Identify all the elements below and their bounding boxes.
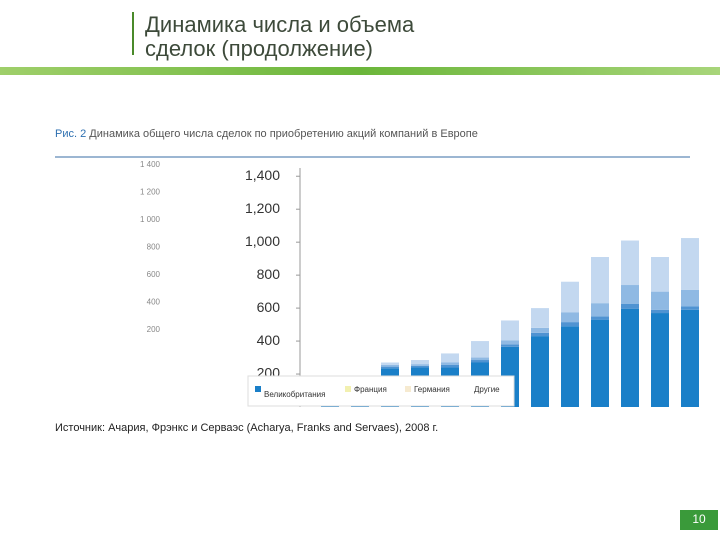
bar-segment xyxy=(651,313,669,407)
page-number: 10 xyxy=(692,512,706,526)
legend-swatch xyxy=(255,386,261,392)
overlay-label: 200 xyxy=(147,325,161,334)
bar-segment xyxy=(621,308,639,407)
overlay-label: 600 xyxy=(147,270,161,279)
overlay-label: 1 200 xyxy=(140,188,161,197)
header-band xyxy=(0,67,720,75)
bar-segment xyxy=(561,322,579,327)
bar-segment xyxy=(591,257,609,304)
legend-swatch xyxy=(465,386,471,392)
bar-segment xyxy=(531,332,549,337)
slide-title: сделок (продолжение) xyxy=(145,36,373,61)
bar-segment xyxy=(411,365,429,368)
bar-segment xyxy=(411,364,429,366)
bar-segment xyxy=(561,312,579,323)
legend-swatch xyxy=(405,386,411,392)
legend-label: Другие xyxy=(474,385,500,394)
y-tick-label: 800 xyxy=(257,266,281,282)
bar-segment xyxy=(471,357,489,361)
bar-segment xyxy=(441,353,459,363)
bar-segment xyxy=(561,281,579,313)
bar-segment xyxy=(591,319,609,407)
source: Источник: Ачария, Фрэнкс и Серваэс (Acha… xyxy=(55,422,438,434)
caption: Рис. 2 Динамика общего числа сделок по п… xyxy=(55,128,478,140)
page-box xyxy=(680,510,718,530)
bar-segment xyxy=(681,309,699,407)
bar-segment xyxy=(411,360,429,365)
bar-segment xyxy=(681,289,699,307)
bar-segment xyxy=(621,240,639,286)
bar-segment xyxy=(441,364,459,368)
bar-segment xyxy=(441,362,459,365)
bar-segment xyxy=(531,308,549,328)
bar-segment xyxy=(501,320,519,341)
bar-segment xyxy=(591,303,609,317)
legend-swatch xyxy=(345,386,351,392)
overlay-label: 1 400 xyxy=(140,160,161,169)
y-tick-label: 600 xyxy=(257,299,281,315)
bar-segment xyxy=(381,364,399,367)
overlay-label: 1 000 xyxy=(140,215,161,224)
legend-label: Великобритания xyxy=(264,390,325,399)
bar-segment xyxy=(681,306,699,310)
bar-segment xyxy=(651,291,669,310)
bar-segment xyxy=(501,340,519,345)
y-tick-label: 400 xyxy=(257,332,281,348)
bar-segment xyxy=(561,326,579,407)
bar-segment xyxy=(381,366,399,369)
bar-segment xyxy=(681,238,699,290)
bar-segment xyxy=(531,327,549,333)
y-tick-label: 1,200 xyxy=(245,200,280,216)
bar-segment xyxy=(381,362,399,365)
bar-segment xyxy=(501,344,519,347)
y-tick-label: 1,000 xyxy=(245,233,280,249)
bar-segment xyxy=(621,303,639,309)
chart: 1 400 1 200 1 000 800 600 400 200 1,400 1,200 1,0… xyxy=(140,160,699,407)
overlay-label: 400 xyxy=(147,298,161,307)
bar-segment xyxy=(591,316,609,320)
bar-segment xyxy=(471,341,489,358)
y-tick-label: 1,400 xyxy=(245,167,280,183)
overlay-label: 800 xyxy=(147,243,161,252)
bar-segment xyxy=(531,336,549,407)
bar-segment xyxy=(651,257,669,292)
bar-segment xyxy=(651,309,669,314)
bar-segment xyxy=(471,360,489,363)
caption-label: Рис. 2 xyxy=(55,128,86,140)
slide-title: Динамика числа и объема xyxy=(145,12,415,37)
legend-label: Франция xyxy=(354,385,387,394)
bar-segment xyxy=(621,285,639,304)
caption-text: Динамика общего числа сделок по приобрет… xyxy=(89,128,478,140)
legend-label: Германия xyxy=(414,385,450,394)
